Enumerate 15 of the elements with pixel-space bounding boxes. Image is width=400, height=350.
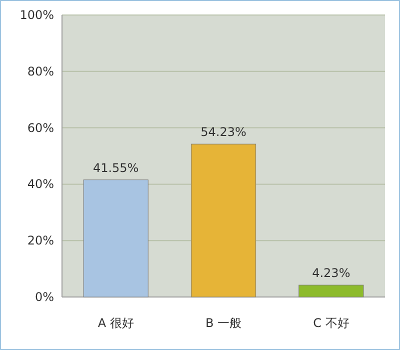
data-label: 54.23% — [200, 125, 246, 140]
bar — [190, 144, 256, 298]
y-tick-label: 0% — [34, 290, 54, 304]
bar — [83, 180, 148, 298]
x-tick-label: C 不好 — [313, 316, 350, 330]
y-tick-label: 100% — [20, 8, 54, 22]
x-tick-label: B 一般 — [205, 316, 242, 330]
y-tick-label: 40% — [27, 177, 54, 192]
data-label: 4.23% — [312, 266, 350, 280]
y-tick-label: 60% — [27, 120, 54, 135]
y-tick-label: 80% — [27, 64, 54, 78]
y-tick-label: 20% — [27, 234, 54, 248]
data-label: 41.55% — [92, 160, 139, 175]
bar — [298, 284, 364, 298]
x-tick-label: A 很好 — [98, 316, 134, 330]
